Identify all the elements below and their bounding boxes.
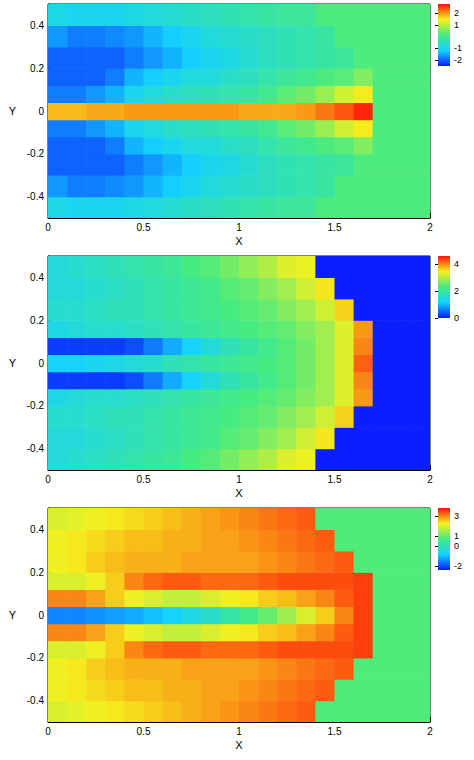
svg-text:0: 0 — [38, 610, 44, 621]
svg-text:4: 4 — [454, 259, 459, 269]
svg-text:0.5: 0.5 — [137, 222, 151, 233]
svg-text:1.5: 1.5 — [328, 726, 342, 737]
svg-text:-0.2: -0.2 — [27, 148, 45, 159]
svg-text:-0.4: -0.4 — [27, 191, 45, 202]
svg-text:2: 2 — [454, 286, 459, 296]
svg-text:Y: Y — [9, 609, 17, 621]
svg-text:0: 0 — [454, 541, 459, 551]
svg-text:1: 1 — [236, 222, 242, 233]
svg-text:0: 0 — [45, 474, 51, 485]
svg-text:2: 2 — [427, 222, 433, 233]
svg-text:Y: Y — [9, 357, 17, 369]
svg-text:X: X — [235, 235, 243, 247]
svg-text:0.4: 0.4 — [30, 272, 44, 283]
svg-text:2: 2 — [427, 726, 433, 737]
svg-text:0: 0 — [38, 106, 44, 117]
svg-text:0.4: 0.4 — [30, 524, 44, 535]
svg-text:1: 1 — [236, 726, 242, 737]
svg-text:1: 1 — [454, 531, 459, 541]
svg-text:-0.4: -0.4 — [27, 443, 45, 454]
svg-text:X: X — [235, 739, 243, 751]
svg-text:1: 1 — [454, 20, 459, 30]
svg-text:0: 0 — [38, 358, 44, 369]
svg-text:-2: -2 — [454, 55, 462, 65]
svg-text:1: 1 — [236, 474, 242, 485]
svg-text:0.2: 0.2 — [30, 315, 44, 326]
svg-text:0.5: 0.5 — [137, 726, 151, 737]
svg-text:0.4: 0.4 — [30, 20, 44, 31]
svg-text:-2: -2 — [454, 561, 462, 571]
svg-text:-0.2: -0.2 — [27, 652, 45, 663]
svg-text:2: 2 — [454, 8, 459, 18]
svg-text:2: 2 — [427, 474, 433, 485]
svg-text:1.5: 1.5 — [328, 222, 342, 233]
svg-text:-0.4: -0.4 — [27, 695, 45, 706]
svg-text:Y: Y — [9, 105, 17, 117]
svg-text:3: 3 — [454, 511, 459, 521]
svg-text:0.5: 0.5 — [137, 474, 151, 485]
svg-text:0: 0 — [45, 726, 51, 737]
svg-text:1.5: 1.5 — [328, 474, 342, 485]
svg-text:0: 0 — [454, 313, 459, 323]
svg-text:-1: -1 — [454, 43, 462, 53]
svg-text:0.2: 0.2 — [30, 63, 44, 74]
svg-text:X: X — [235, 487, 243, 499]
svg-text:-0.2: -0.2 — [27, 400, 45, 411]
svg-text:0.2: 0.2 — [30, 567, 44, 578]
svg-text:0: 0 — [45, 222, 51, 233]
